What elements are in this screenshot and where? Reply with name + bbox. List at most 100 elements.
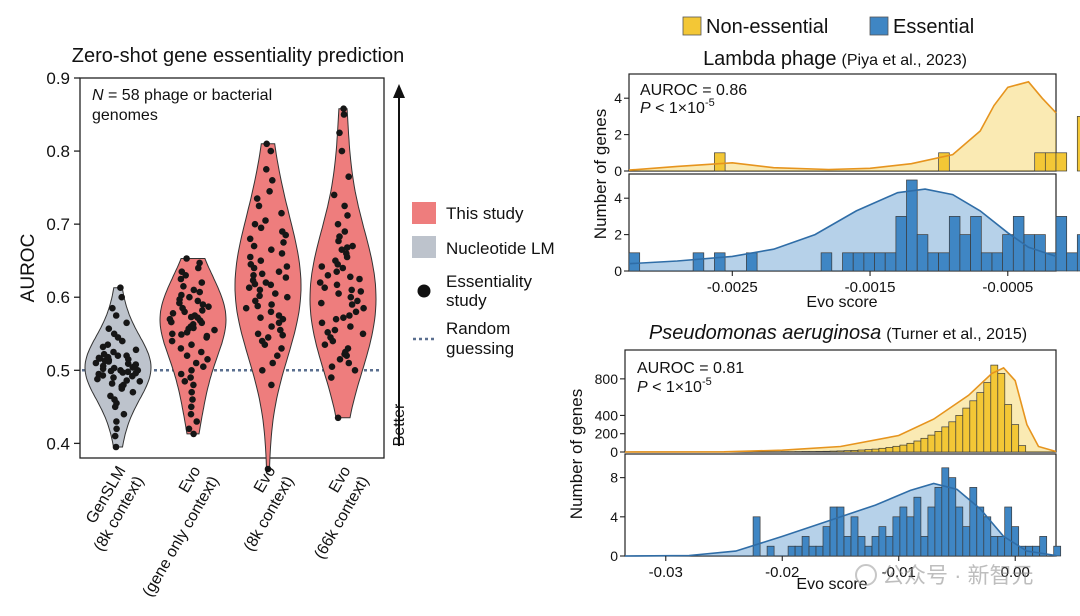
essentiality-point <box>345 359 353 367</box>
essentiality-point <box>107 367 115 375</box>
histogram-bar <box>913 496 922 557</box>
histogram-bar <box>934 487 943 557</box>
top-legend: Non-essential Essential <box>682 16 974 38</box>
histogram-bar <box>962 526 971 557</box>
histogram-bar <box>766 545 775 557</box>
essentiality-point <box>242 304 250 312</box>
density-line <box>628 188 1057 265</box>
essentiality-point <box>348 301 356 308</box>
histogram-bar <box>1034 152 1046 172</box>
essentiality-point <box>275 268 283 276</box>
watermark-text: 公众号 · 新智元 <box>882 563 1034 588</box>
essentiality-point <box>331 326 339 334</box>
y-tick-label: 0 <box>614 163 622 179</box>
histogram-bar <box>842 252 854 272</box>
essentiality-point <box>101 357 109 365</box>
histogram-bar <box>863 252 875 272</box>
pseudomonas-chart: Pseudomonas aeruginosa (Turner et al., 20… <box>567 322 1062 593</box>
legend-essential-swatch <box>869 16 889 36</box>
essentiality-point <box>178 331 185 338</box>
essentiality-point <box>263 166 270 173</box>
essentiality-point <box>198 319 206 327</box>
essentiality-point <box>168 318 175 326</box>
essentiality-point <box>340 105 347 112</box>
histogram-bar <box>899 506 908 557</box>
essentiality-point <box>105 325 113 333</box>
histogram-bar <box>948 216 961 272</box>
essentiality-point <box>119 337 126 345</box>
essentiality-point <box>110 374 117 381</box>
essentiality-point <box>177 275 185 283</box>
essentiality-point <box>267 281 275 289</box>
histogram-bar <box>850 450 859 453</box>
essentiality-point <box>321 284 329 292</box>
histogram-bar <box>969 400 978 453</box>
pseudomonas-axes: 0 200 400 800 0 4 8 -0.03 -0.02 -0.01 0.00 <box>595 371 1030 581</box>
histogram-bar <box>1002 234 1014 272</box>
essentiality-point <box>195 264 202 272</box>
essentiality-point <box>112 312 120 319</box>
essentiality-point <box>267 147 275 155</box>
essentiality-point <box>272 290 279 297</box>
histogram-bar <box>913 440 922 453</box>
essentiality-point <box>112 443 120 451</box>
essentiality-point <box>318 263 326 270</box>
essentiality-point <box>203 334 210 341</box>
histogram-bar <box>970 216 982 272</box>
essentiality-point <box>268 381 275 389</box>
y-tick-label: 8 <box>610 470 618 486</box>
essentiality-point <box>190 286 198 294</box>
essentiality-point <box>352 308 360 316</box>
violin-plot-frame <box>79 77 385 459</box>
histogram-bar <box>980 252 993 272</box>
essentiality-point <box>194 314 201 322</box>
violin-shape <box>234 143 302 470</box>
essentiality-point <box>329 337 337 345</box>
essentiality-point <box>94 375 101 383</box>
histogram-bar <box>1053 545 1062 557</box>
essentiality-point <box>253 195 261 202</box>
essentiality-point <box>338 147 346 155</box>
essentiality-point <box>110 348 117 356</box>
essentiality-point <box>341 228 349 235</box>
lambda-phage-chart: Lambda phage (Piya et al., 2023) 0 2 4 0 2 4 -0… <box>591 48 1080 311</box>
essentiality-point <box>268 323 275 330</box>
histogram-bar <box>692 252 705 272</box>
essentiality-point <box>316 279 324 286</box>
essentiality-point <box>204 356 211 363</box>
essentiality-point <box>186 293 193 301</box>
pseudomonas-auroc: AUROC = 0.81 <box>637 360 744 377</box>
x-tick-label: -0.0025 <box>707 279 758 296</box>
histogram-bar <box>1055 152 1068 172</box>
essentiality-point <box>339 264 347 272</box>
histogram-bar <box>852 252 865 272</box>
essentiality-point <box>266 188 273 195</box>
essentiality-point <box>338 246 346 253</box>
violin-y-tick-label: 0.5 <box>46 361 70 380</box>
essentiality-point <box>181 308 188 316</box>
histogram-bar <box>938 252 950 272</box>
essentiality-point <box>132 346 140 354</box>
essentiality-point <box>335 237 342 245</box>
histogram-bar <box>920 536 929 557</box>
essentiality-point <box>348 286 356 294</box>
essentiality-point <box>190 324 197 332</box>
essentiality-point <box>123 352 130 360</box>
essentiality-point <box>190 430 197 438</box>
histogram-bar <box>1023 234 1036 272</box>
legend-non-essential-swatch <box>682 16 702 36</box>
histogram-bar <box>983 382 992 453</box>
y-tick-label: 200 <box>595 426 619 442</box>
essentiality-point <box>187 313 195 321</box>
essentiality-point <box>169 310 177 317</box>
essentiality-point <box>332 315 340 323</box>
histogram-bar <box>906 442 915 453</box>
essentiality-point <box>92 359 100 367</box>
essentiality-point <box>192 359 200 367</box>
essentiality-point <box>324 329 332 336</box>
genome-count-annotation-line2: genomes <box>92 107 158 124</box>
essentiality-point <box>108 380 116 387</box>
essentiality-point <box>264 334 272 341</box>
essentiality-point <box>284 293 291 301</box>
essentiality-point <box>257 257 265 265</box>
